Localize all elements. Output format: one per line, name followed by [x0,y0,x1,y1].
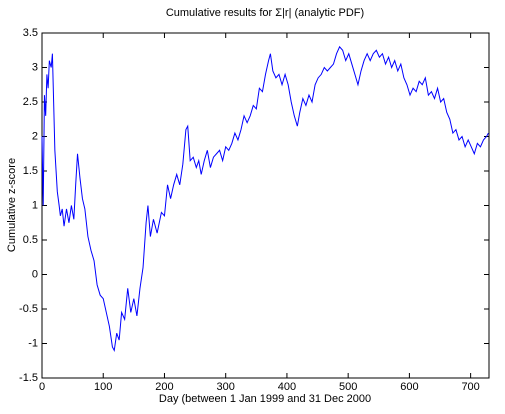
x-tick-label: 300 [217,381,235,393]
x-axis-label: Day (between 1 Jan 1999 and 31 Dec 2000 [159,393,371,405]
y-tick-label: -1.5 [19,372,38,384]
y-axis-label: Cumulative z-score [6,158,18,252]
y-tick-label: 3 [32,61,38,73]
x-tick-label: 0 [39,381,45,393]
y-tick-label: 2.5 [23,96,38,108]
chart-title: Cumulative results for Σ|r| (analytic PD… [166,7,364,19]
x-tick-label: 700 [461,381,479,393]
y-tick-label: -0.5 [19,303,38,315]
x-tick-label: 400 [278,381,296,393]
x-tick-label: 200 [155,381,173,393]
x-tick-label: 500 [339,381,357,393]
y-tick-label: 1.5 [23,165,38,177]
y-tick-label: 3.5 [23,27,38,39]
y-tick-label: 0 [32,268,38,280]
y-tick-label: 1 [32,199,38,211]
y-tick-label: 2 [32,130,38,142]
x-tick-label: 100 [94,381,112,393]
data-line [41,45,489,352]
x-tick-label: 600 [400,381,418,393]
y-tick-label: 0.5 [23,234,38,246]
y-tick-label: -1 [28,337,38,349]
